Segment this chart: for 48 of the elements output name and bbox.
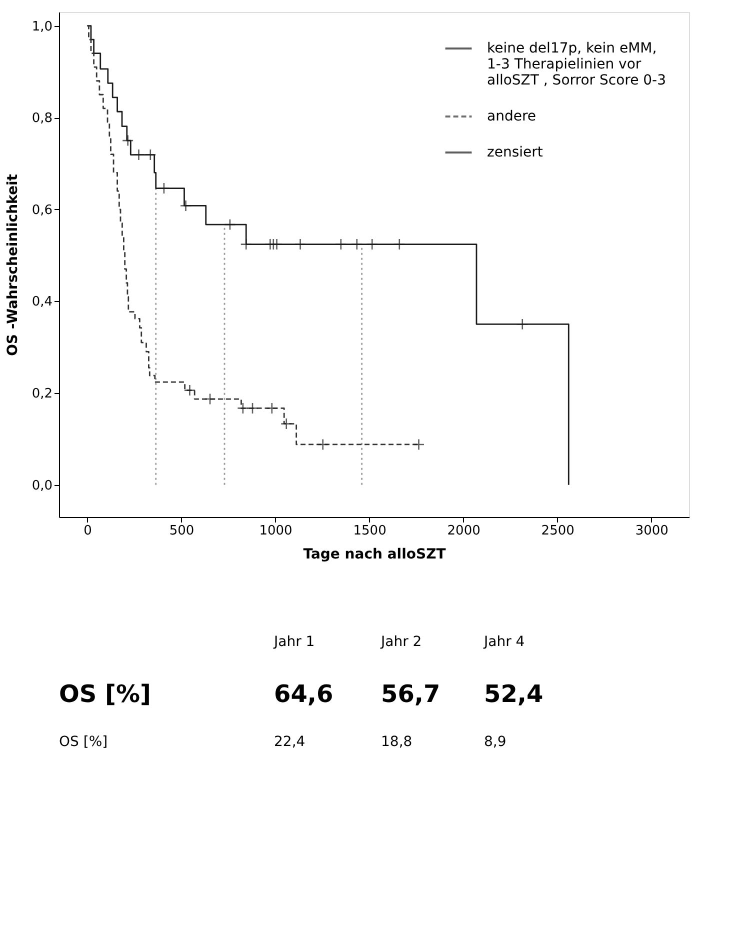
x-tick-label: 3000	[635, 524, 668, 538]
text: Jahr 4	[483, 634, 525, 650]
point	[180, 200, 192, 212]
y-tick-label: 0,2	[32, 386, 52, 402]
point	[240, 238, 252, 250]
text: Jahr 1	[273, 634, 315, 650]
x-tick-label: 0	[84, 524, 92, 538]
point	[122, 134, 134, 146]
text: 56,7	[381, 680, 440, 708]
x-tick-label: 1500	[353, 524, 386, 538]
text: 64,6	[274, 680, 334, 708]
x-tick-label: 500	[169, 524, 194, 538]
text: 22,4	[274, 734, 306, 750]
point	[184, 384, 196, 396]
x-axis-title: Tage nach alloSZT	[303, 546, 446, 562]
point	[393, 238, 406, 250]
text: OS [%]	[59, 680, 152, 708]
point	[412, 438, 425, 450]
y-tick-label: 0,6	[32, 202, 52, 218]
text: OS [%]	[59, 734, 108, 750]
y-tick-label: 0,4	[32, 294, 52, 310]
text: Jahr 2	[380, 634, 422, 650]
legend-label: andere	[487, 108, 536, 124]
y-tick-label: 0,8	[32, 111, 52, 126]
x-tick-label: 2500	[541, 524, 574, 538]
legend-label: keine del17p, kein eMM, 1-3 Therapielinien vor alloSZT , Sorror Score 0-3	[487, 40, 666, 88]
point	[144, 148, 156, 161]
text: 8,9	[484, 734, 506, 750]
point	[335, 238, 347, 250]
point	[237, 402, 249, 414]
legend-label: zensiert	[487, 144, 544, 160]
y-tick-label: 1,0	[32, 19, 52, 34]
y-tick-label: 0,0	[32, 478, 52, 494]
point	[224, 218, 236, 230]
point	[366, 238, 378, 250]
point	[204, 393, 216, 405]
point	[516, 318, 528, 330]
point	[266, 402, 278, 414]
point	[158, 182, 170, 194]
text: 18,8	[381, 734, 412, 750]
x-tick-label: 2000	[447, 524, 480, 538]
text: 52,4	[484, 680, 544, 708]
x-tick-label: 1000	[259, 524, 292, 538]
y-axis-title: OS -Wahrscheinlichkeit	[4, 174, 21, 356]
point	[350, 238, 363, 250]
point	[316, 438, 329, 450]
point	[280, 418, 292, 430]
point	[246, 402, 258, 414]
